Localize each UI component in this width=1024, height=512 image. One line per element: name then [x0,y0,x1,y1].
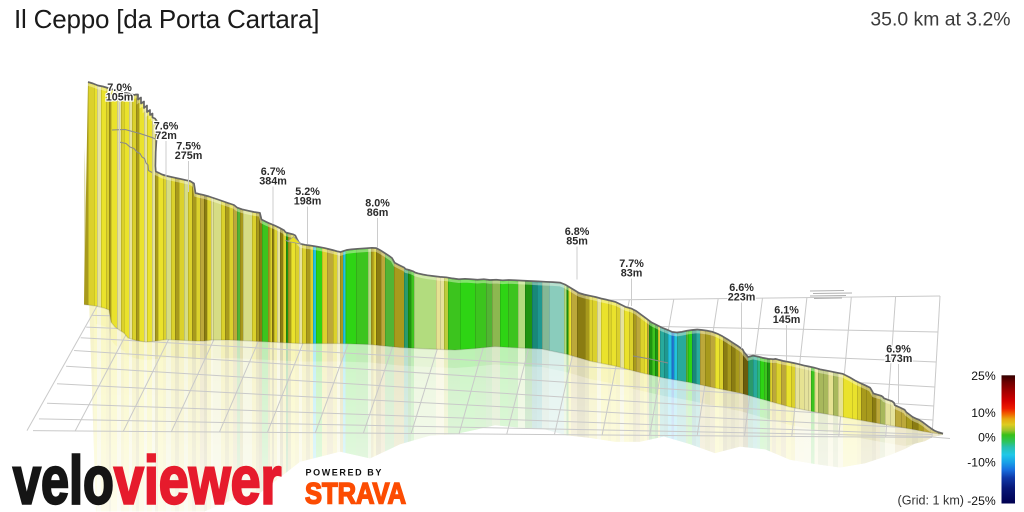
svg-text:viewer: viewer [114,443,282,512]
svg-text:145m: 145m [773,314,801,326]
svg-text:86m: 86m [367,207,389,219]
svg-text:velo: velo [13,443,114,512]
svg-text:8.0%: 8.0% [365,198,390,210]
svg-text:(Grid: 1 km): (Grid: 1 km) [898,494,964,508]
svg-text:198m: 198m [294,196,322,208]
svg-text:275m: 275m [175,150,203,162]
svg-text:173m: 173m [885,353,913,365]
svg-text:72m: 72m [155,130,177,142]
svg-text:10%: 10% [971,406,996,420]
svg-text:6.9%: 6.9% [886,344,911,356]
svg-text:6.1%: 6.1% [774,305,799,317]
svg-text:Il Ceppo [da Porta Cartara]: Il Ceppo [da Porta Cartara] [14,4,319,34]
svg-text:7.5%: 7.5% [176,141,201,153]
svg-text:-25%: -25% [967,494,996,508]
svg-text:STRAVA: STRAVA [305,478,406,511]
svg-text:6.7%: 6.7% [261,166,286,178]
svg-text:5.2%: 5.2% [295,186,320,198]
svg-text:6.6%: 6.6% [729,282,754,294]
svg-text:0%: 0% [978,431,996,445]
svg-text:83m: 83m [621,268,643,280]
svg-text:7.7%: 7.7% [619,258,644,270]
svg-text:POWERED BY: POWERED BY [306,468,384,478]
svg-text:7.0%: 7.0% [107,82,132,94]
svg-text:-10%: -10% [967,456,996,470]
svg-text:6.8%: 6.8% [565,226,590,238]
svg-text:223m: 223m [728,292,756,304]
svg-text:105m: 105m [106,91,134,103]
svg-text:7.6%: 7.6% [154,121,179,133]
svg-text:25%: 25% [971,369,996,383]
svg-text:35.0 km at 3.2%: 35.0 km at 3.2% [870,8,1010,30]
svg-text:384m: 384m [259,176,287,188]
svg-text:85m: 85m [566,236,588,248]
